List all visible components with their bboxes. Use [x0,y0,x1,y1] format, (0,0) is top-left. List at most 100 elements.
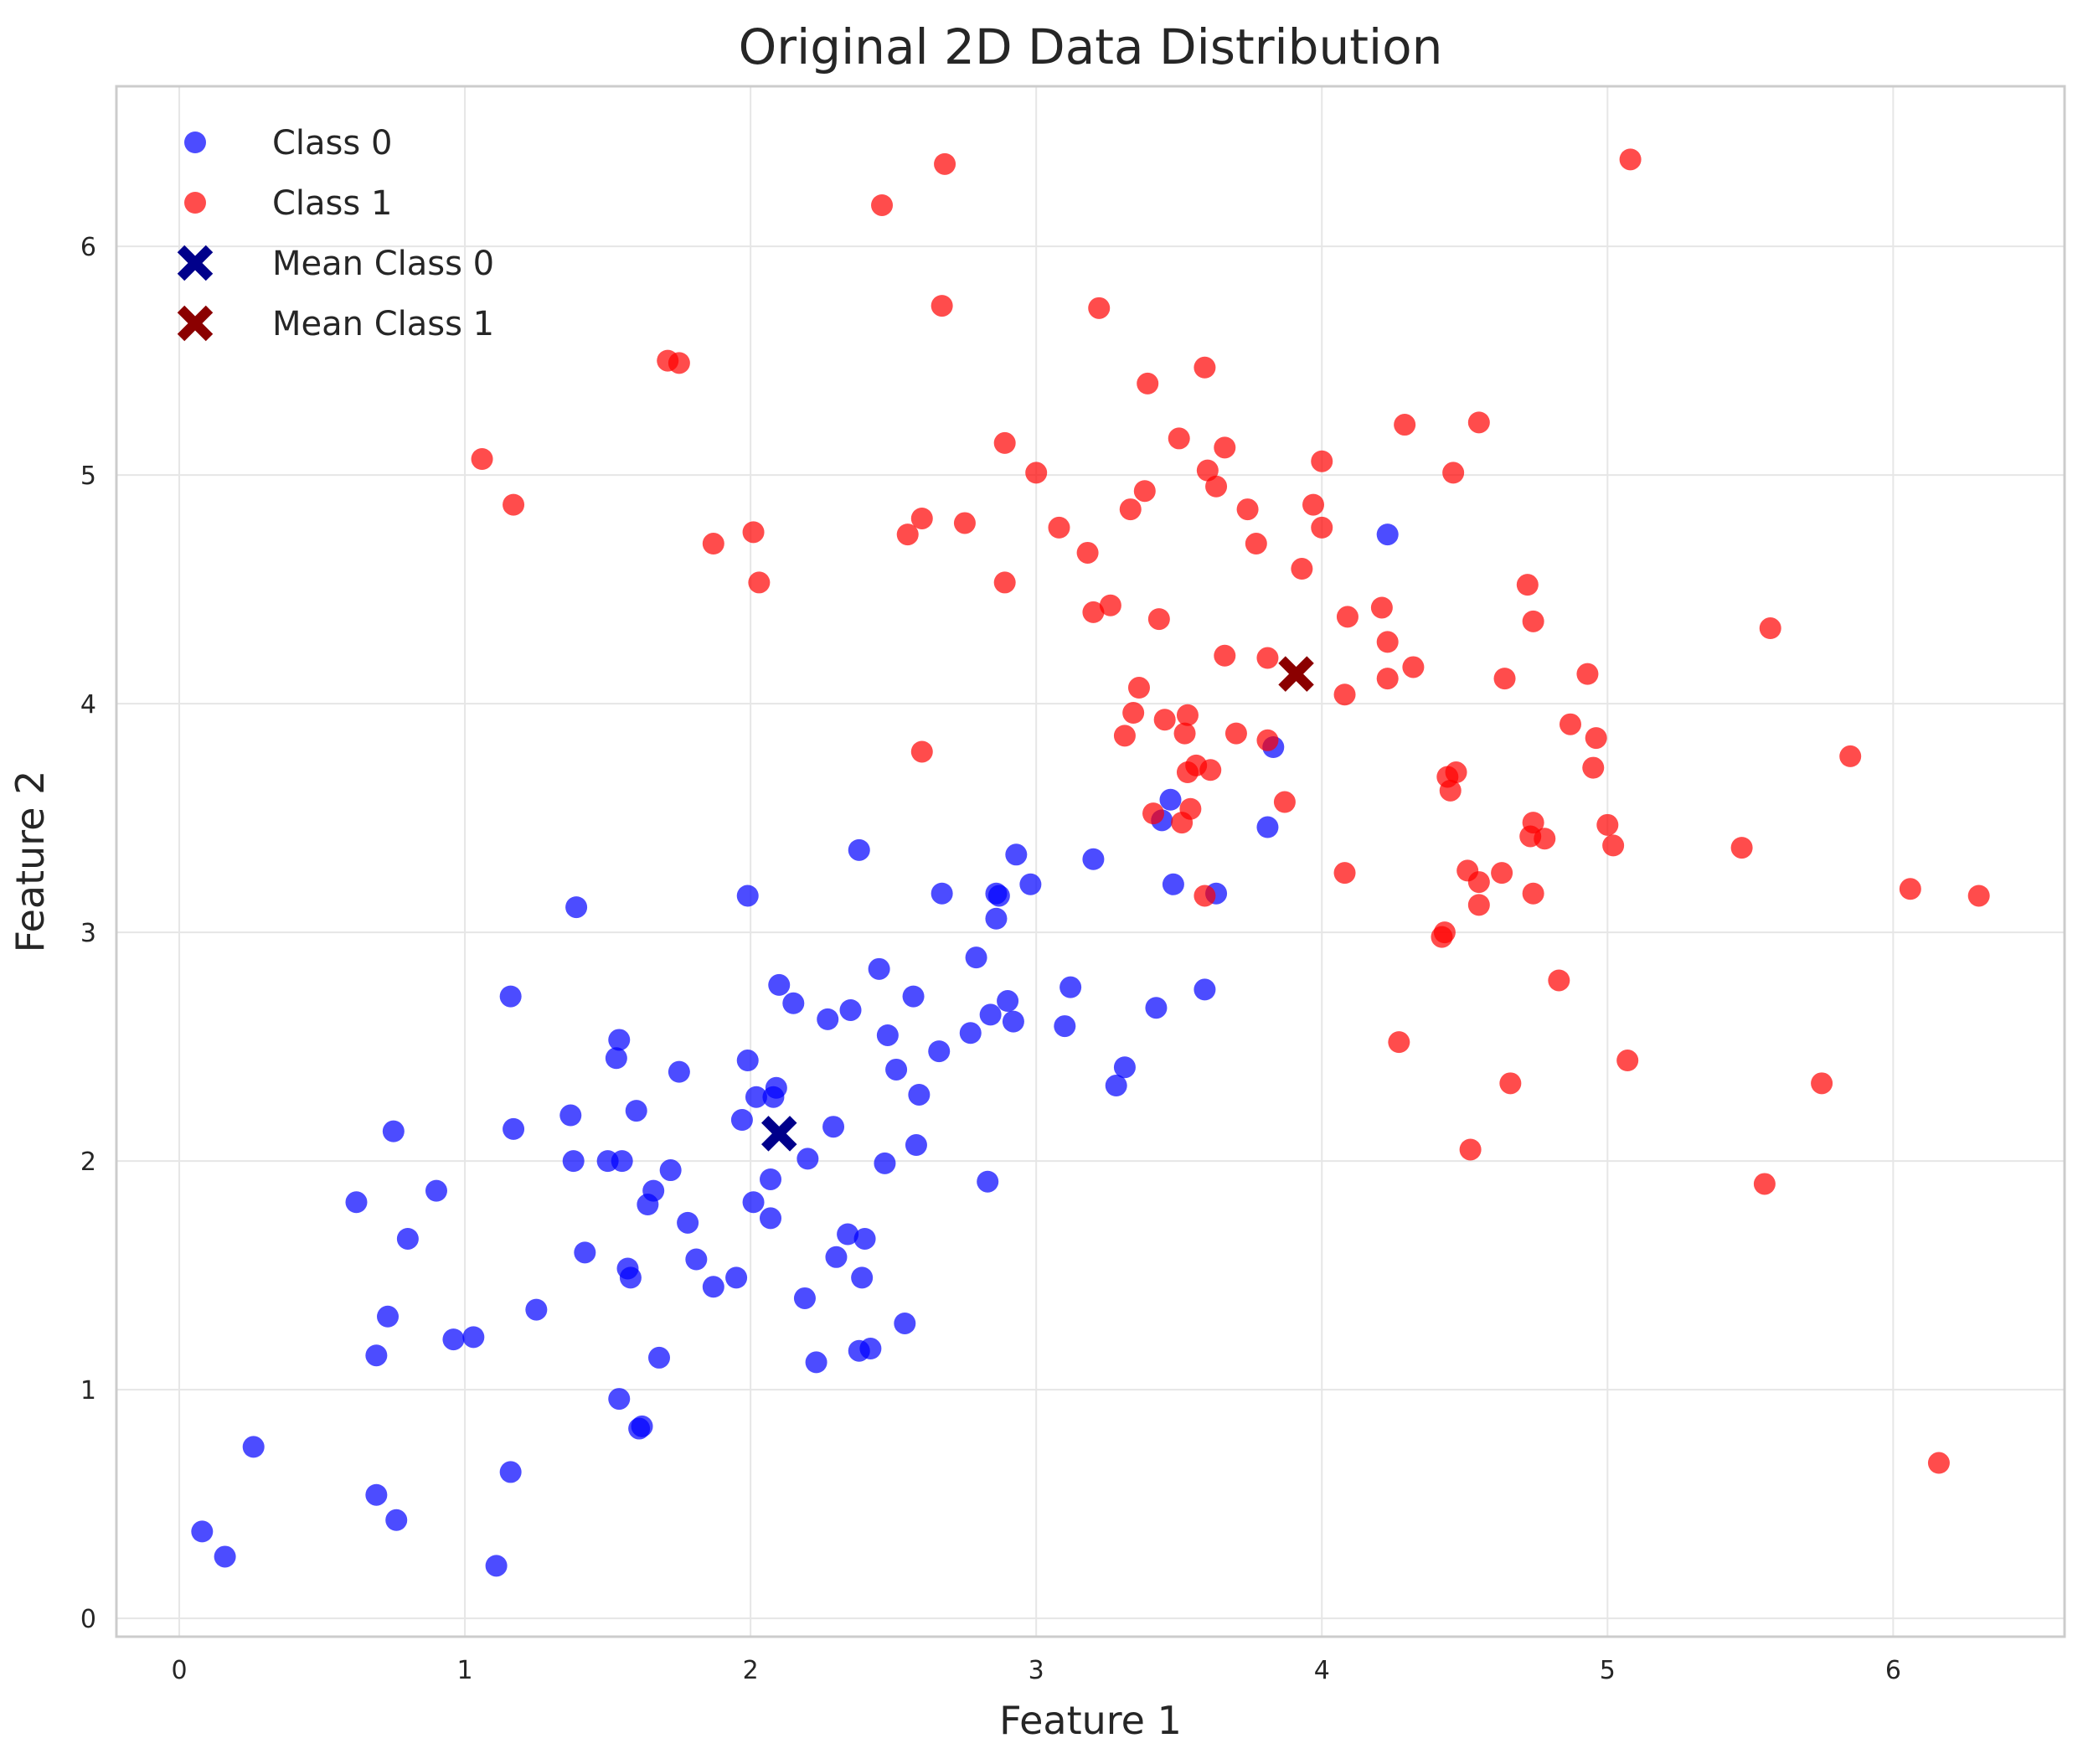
class-0-point [619,1266,642,1289]
class-1-point [1076,541,1099,564]
class-1-point [503,493,525,516]
class-1-point [1336,606,1358,628]
y-tick-label: 3 [80,919,96,948]
class-1-point [1596,813,1619,836]
class-0-point [782,992,805,1014]
class-0-point [396,1227,419,1250]
class-1-point [1459,1138,1482,1161]
class-0-point [1054,1015,1076,1038]
class-0-point [214,1545,236,1568]
class-0-point [642,1179,665,1202]
class-1-point [1173,722,1196,745]
class-0-point [760,1168,782,1190]
class-1-point [1433,921,1456,944]
class-1-point [1730,837,1753,859]
class-1-point [1811,1072,1833,1095]
class-1-point [1516,574,1539,596]
class-1-point [1333,862,1356,885]
class-0-point [805,1351,827,1374]
class-0-point [562,1150,585,1173]
class-1-point [471,448,493,471]
class-1-point [1548,969,1570,992]
legend-swatch-3 [177,305,214,342]
class-0-point [822,1116,845,1138]
class-1-point [1493,668,1516,690]
class-1-point [1194,885,1216,907]
class-0-point [928,1040,951,1063]
class-1-point [1388,1031,1410,1054]
y-tick-label: 1 [80,1376,96,1406]
class-0-point [874,1152,896,1174]
class-1-point [668,352,690,374]
class-1-point [1137,372,1159,395]
class-0-point [659,1159,682,1182]
class-0-point [853,1227,876,1250]
class-0-point [1159,788,1182,811]
class-0-point [191,1520,214,1543]
class-1-point [1194,356,1216,379]
class-1-point [1602,834,1625,857]
class-1-point [934,152,956,175]
class-0-point [959,1022,982,1044]
class-1-point [1445,761,1467,784]
class-0-point [736,885,759,907]
class-0-point [839,998,862,1021]
x-tick-label: 6 [1885,1656,1901,1685]
class-1-point [896,524,919,546]
class-0-point [648,1346,671,1369]
class-0-point [1256,816,1279,838]
class-1-point [1119,498,1142,521]
y-tick-label: 0 [80,1605,96,1634]
class-1-point [1522,610,1544,632]
class-0-point [485,1555,508,1577]
class-0-point [677,1211,699,1234]
class-1-point [1616,1050,1639,1072]
class-0-point [565,896,588,919]
class-1-point [953,512,976,534]
y-axis-label: Feature 2 [8,771,53,953]
tick-labels: 0 1 2 3 4 5 6 0 1 2 3 4 5 6 [80,233,1901,1685]
class-0-point [1194,978,1216,1001]
x-tick-label: 1 [457,1656,473,1685]
class-1-point [1214,644,1236,667]
chart-title: Original 2D Data Distribution [739,18,1443,75]
class-1-point [910,740,933,763]
class-1-point [1142,802,1165,825]
class-0-point [685,1248,708,1271]
class-1-point [1499,1072,1522,1095]
class-1-point [910,507,933,529]
class-1-point [1088,297,1111,319]
legend-label: Mean Class 0 [272,245,494,283]
y-tick-label: 5 [80,462,96,491]
legend-swatch-1 [184,192,206,214]
class-0-point [462,1326,485,1349]
class-0-point [987,885,1010,907]
class-0-point [1059,976,1082,998]
class-1-point [1376,631,1399,653]
y-tick-label: 6 [80,233,96,262]
class-1-point [1759,617,1781,640]
class-0-point [1002,1010,1024,1033]
class-1-point [1576,663,1599,685]
class-0-point [894,1312,916,1334]
class-0-point [725,1266,748,1289]
class-0-point [1113,1056,1136,1079]
legend-label: Class 0 [272,124,392,162]
class-0-point [382,1120,405,1142]
class-0-point [608,1029,631,1051]
class-1-point [1467,894,1490,916]
class-0-point [425,1179,447,1202]
class-0-point [931,882,953,905]
class-1-point [1236,498,1259,521]
class-0-point [837,1223,859,1246]
class-0-point [499,1461,522,1483]
legend-swatch-0 [184,132,206,153]
class-1-point [1394,414,1416,436]
legend-swatch-2 [177,245,214,281]
class-0-point [1376,524,1399,546]
class-0-point [977,1170,999,1193]
class-0-point [377,1305,400,1328]
class-0-point [997,990,1019,1013]
